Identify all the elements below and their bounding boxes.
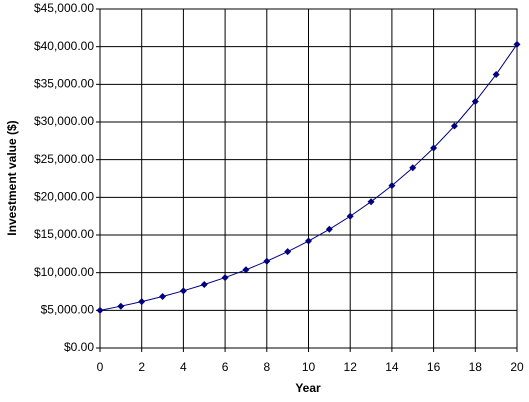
data-point [325, 225, 333, 233]
data-point [492, 70, 500, 78]
x-tick-label: 16 [427, 360, 441, 374]
y-tick-label: $40,000.00 [34, 39, 94, 53]
data-point [450, 122, 458, 130]
y-tick-label: $25,000.00 [34, 152, 94, 166]
y-tick-label: $30,000.00 [34, 114, 94, 128]
data-point [388, 182, 396, 190]
x-tick-label: 2 [138, 360, 145, 374]
data-point [513, 40, 521, 48]
data-point [159, 292, 167, 300]
data-point [179, 287, 187, 295]
y-axis-label: Investment value ($) [5, 120, 19, 235]
data-point [242, 266, 250, 274]
y-tick-label: $35,000.00 [34, 77, 94, 91]
y-tick-label: $0.00 [64, 340, 94, 354]
data-point [430, 144, 438, 152]
data-point [409, 164, 417, 172]
data-point [367, 198, 375, 206]
x-tick-label: 10 [302, 360, 316, 374]
y-tick-label: $5,000.00 [41, 303, 95, 317]
y-tick-label: $10,000.00 [34, 265, 94, 279]
plot-frame [99, 8, 518, 349]
x-tick-label: 8 [263, 360, 270, 374]
x-tick-label: 12 [344, 360, 358, 374]
data-point [138, 298, 146, 306]
x-tick-label: 4 [180, 360, 187, 374]
x-tick-label: 18 [469, 360, 483, 374]
data-point [221, 274, 229, 282]
x-tick-label: 0 [97, 360, 104, 374]
data-point [96, 306, 104, 314]
y-tick-label: $15,000.00 [34, 227, 94, 241]
data-point [284, 248, 292, 256]
x-tick-label: 20 [510, 360, 524, 374]
data-point [471, 98, 479, 106]
data-point [200, 280, 208, 288]
data-point [263, 257, 271, 265]
data-point [346, 212, 354, 220]
x-tick-label: 6 [222, 360, 229, 374]
data-point [305, 237, 312, 245]
y-tick-label: $20,000.00 [34, 190, 94, 204]
x-tick-label: 14 [385, 360, 399, 374]
x-axis-label: Year [295, 381, 321, 395]
data-point [117, 302, 125, 310]
y-tick-label: $45,000.00 [34, 1, 94, 15]
